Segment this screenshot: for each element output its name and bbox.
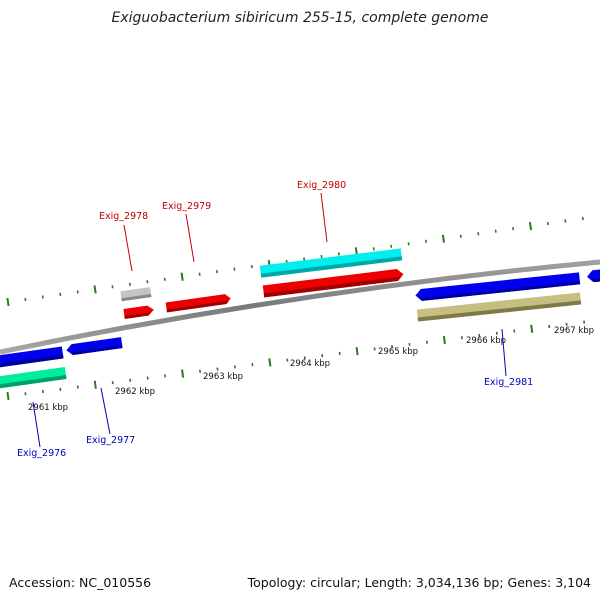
- inner-major-tick: [6, 391, 10, 401]
- outer-major-tick: [6, 297, 10, 307]
- kbp-label-2963: 2963 kbp: [203, 372, 243, 382]
- gene-exig-2976-bar[interactable]: [0, 367, 67, 390]
- gene-exig-2978-arrow[interactable]: [123, 305, 154, 319]
- gene-exig-2979[interactable]: [165, 293, 232, 313]
- gene-exig-2981[interactable]: [415, 272, 581, 301]
- forward-strand-genes: [120, 248, 404, 319]
- inner-major-tick: [93, 380, 97, 389]
- gene-partial-right[interactable]: [586, 268, 600, 283]
- inner-major-tick: [442, 335, 446, 345]
- kbp-labels: 2961 kbp 2962 kbp 2963 kbp 2964 kbp 2965…: [28, 326, 594, 413]
- outer-major-tick: [528, 221, 533, 231]
- gene-exig-2977[interactable]: [66, 337, 123, 356]
- genome-backbone: [0, 259, 600, 355]
- inner-major-tick: [355, 347, 359, 356]
- gene-exig-2976[interactable]: [0, 346, 64, 369]
- outer-minor-tick: [372, 247, 375, 251]
- outer-major-tick: [93, 285, 97, 294]
- outer-minor-tick: [59, 292, 62, 297]
- inner-tick-ring: [6, 320, 586, 401]
- gene-label-exig-2977[interactable]: Exig_2977: [86, 435, 135, 446]
- outer-minor-tick: [564, 219, 567, 223]
- gene-label-exig-2976[interactable]: Exig_2976: [17, 448, 66, 459]
- kbp-label-2962: 2962 kbp: [115, 387, 155, 397]
- inner-major-tick: [530, 324, 534, 333]
- kbp-label-2961: 2961 kbp: [28, 403, 68, 413]
- kbp-label-2967: 2967 kbp: [554, 326, 594, 336]
- gene-exig-2978[interactable]: [120, 287, 152, 302]
- outer-minor-tick: [477, 232, 480, 236]
- gene-label-exig-2980[interactable]: Exig_2980: [297, 180, 346, 191]
- topology-text: Topology: circular; Length: 3,034,136 bp…: [247, 575, 591, 590]
- gene-exig-2980-arrow[interactable]: [262, 268, 404, 298]
- gene-label-exig-2978[interactable]: Exig_2978: [99, 211, 148, 222]
- accession-text: Accession: NC_010556: [9, 575, 152, 590]
- gene-label-exig-2981[interactable]: Exig_2981: [484, 377, 533, 388]
- kbp-label-2965: 2965 kbp: [378, 347, 418, 357]
- gene-exig-2980[interactable]: [259, 248, 403, 278]
- outer-minor-tick: [163, 277, 166, 281]
- kbp-label-2966: 2966 kbp: [466, 336, 506, 346]
- kbp-label-2964: 2964 kbp: [290, 359, 330, 369]
- outer-minor-tick: [250, 264, 253, 269]
- outer-major-tick: [180, 272, 184, 281]
- inner-major-tick: [268, 358, 272, 367]
- gene-labels: Exig_2978 Exig_2979 Exig_2980 Exig_2976 …: [17, 180, 533, 459]
- outer-minor-tick: [146, 280, 149, 284]
- map-title: Exiguobacterium sibiricum 255-15, comple…: [111, 10, 489, 26]
- outer-minor-tick: [459, 234, 462, 238]
- gene-exig-2981-bar[interactable]: [416, 292, 582, 322]
- reverse-strand-genes: [0, 268, 600, 390]
- outer-major-tick: [441, 234, 445, 243]
- gene-label-exig-2979[interactable]: Exig_2979: [162, 201, 211, 212]
- label-leaders: [32, 192, 507, 448]
- inner-major-tick: [181, 369, 185, 378]
